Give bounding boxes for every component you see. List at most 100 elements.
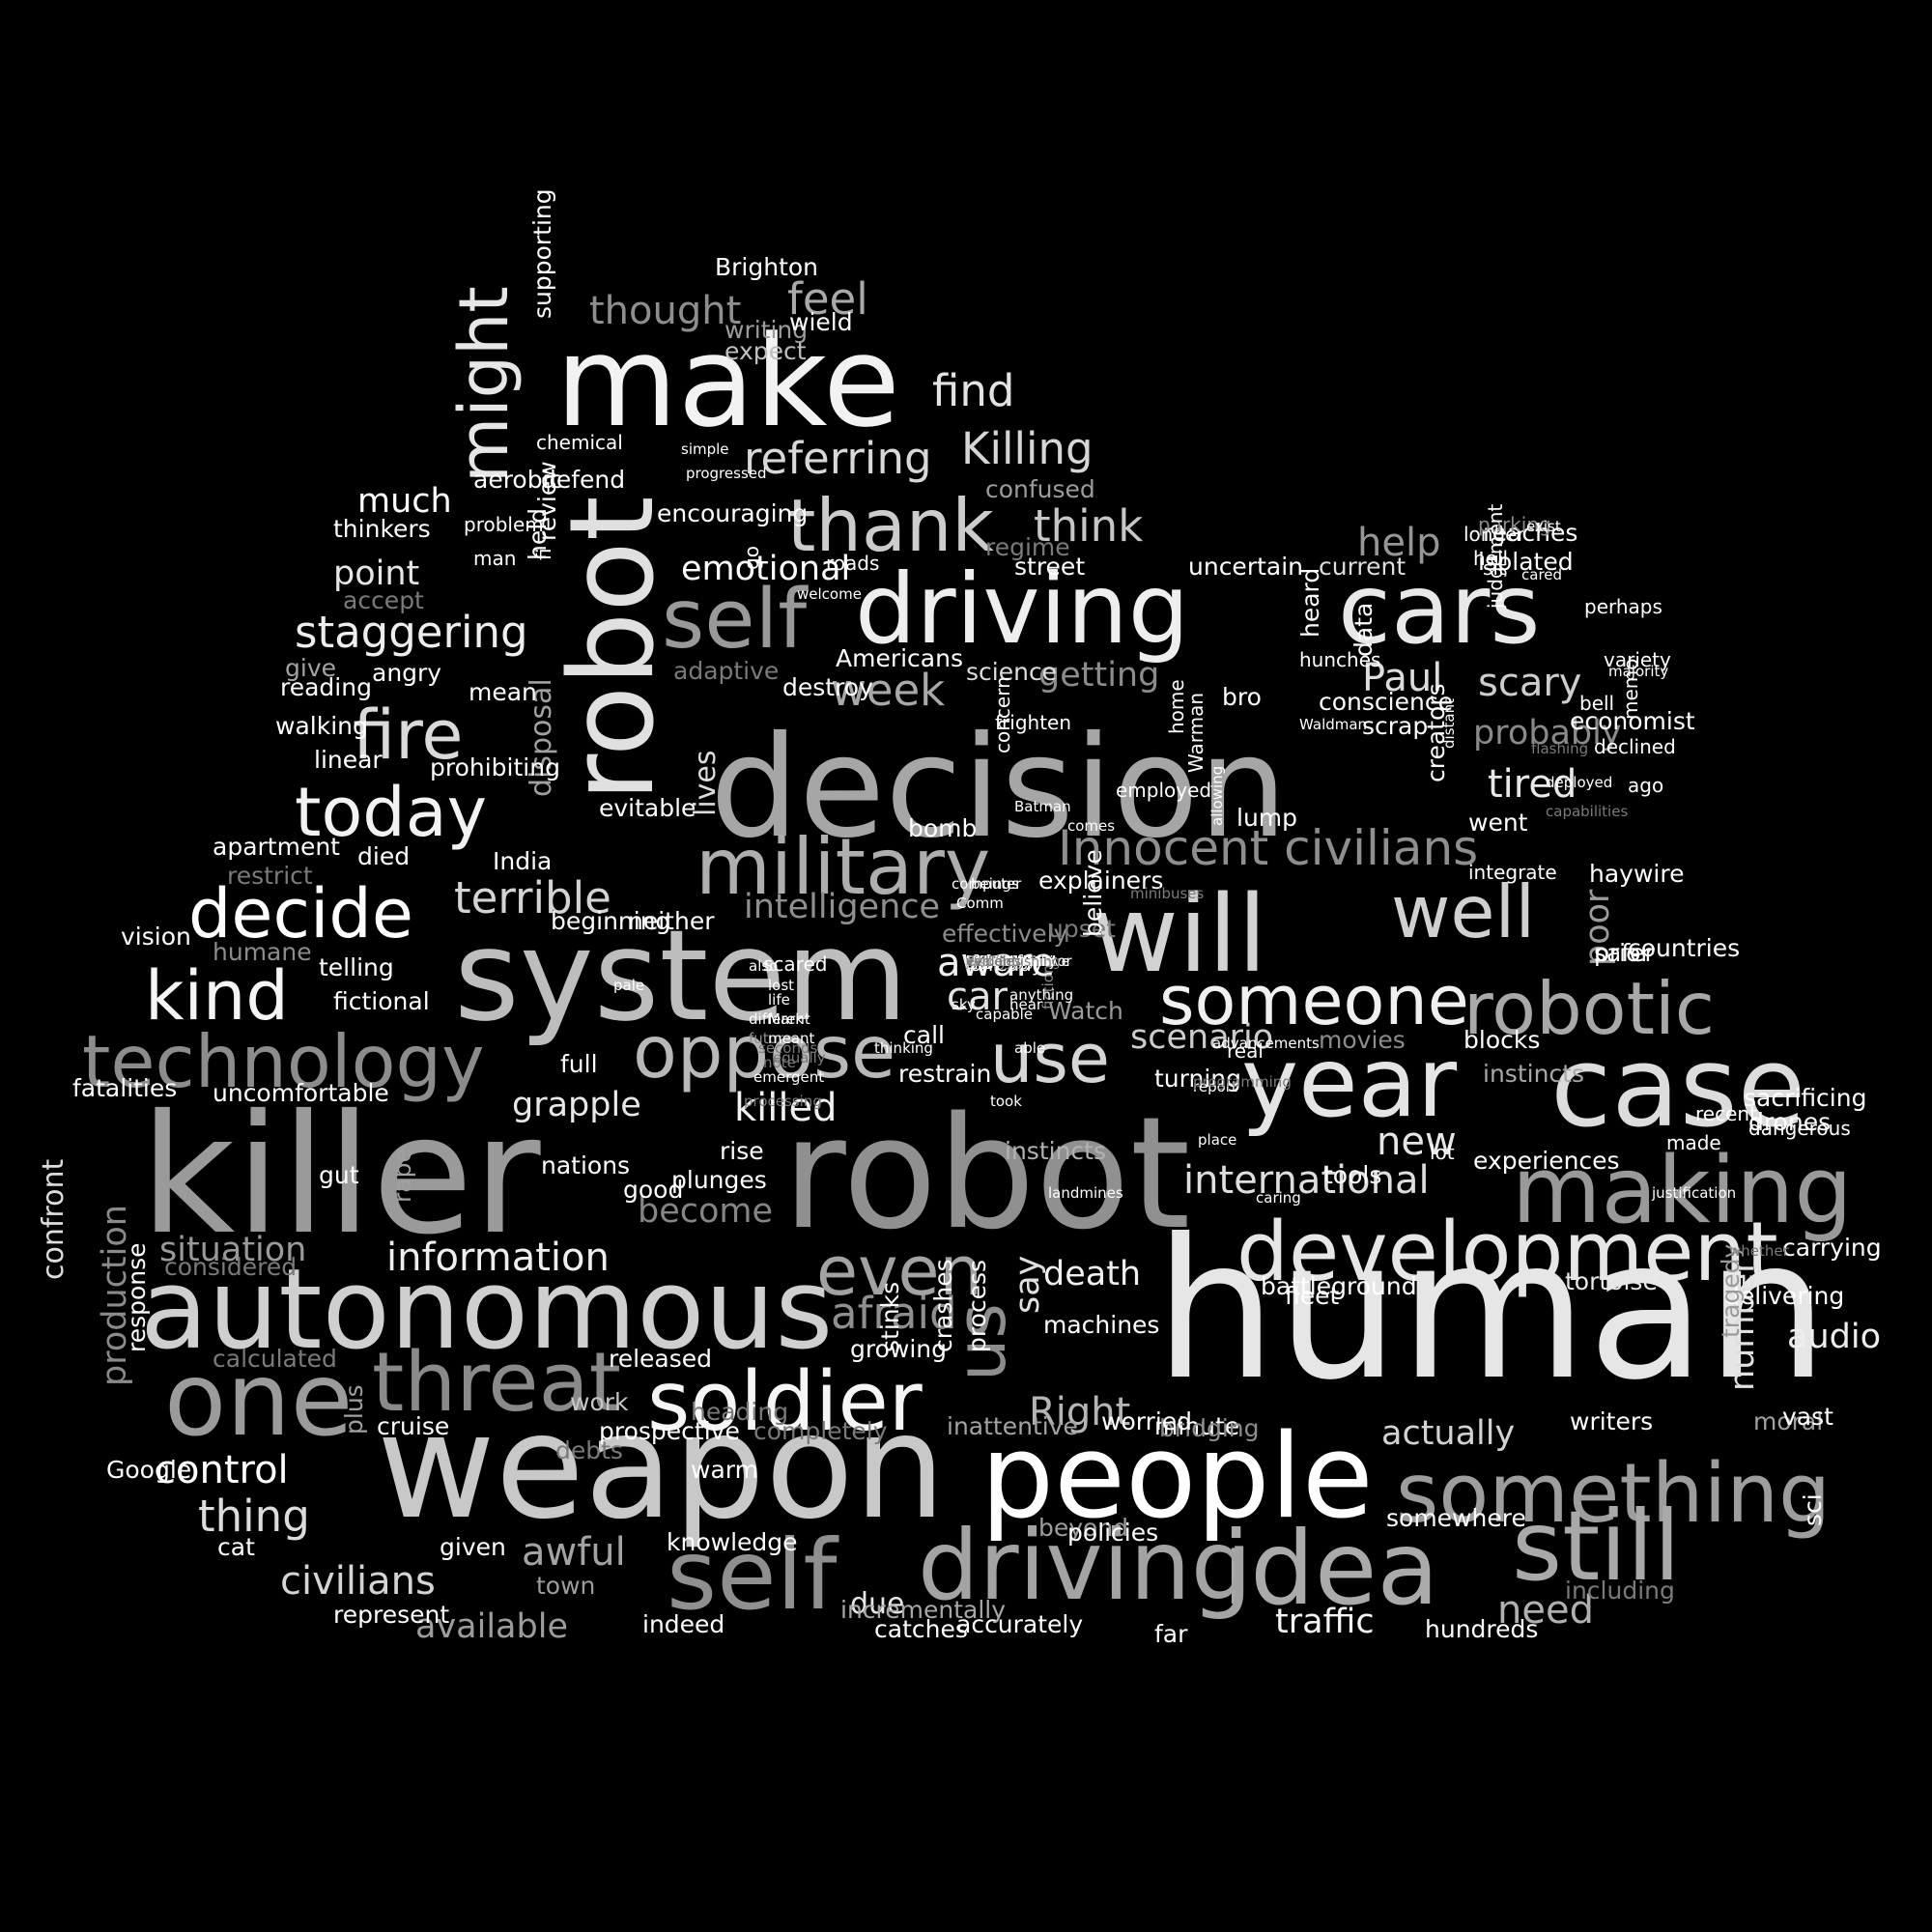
- word-moment: moment: [966, 954, 1023, 970]
- word-scenario: scenario: [1130, 1018, 1273, 1057]
- word-terrible: terrible: [454, 872, 611, 923]
- word-itunes: iTunes: [966, 954, 1009, 970]
- word-thing: thing: [198, 1491, 310, 1542]
- word-chemical: chemical: [536, 431, 623, 454]
- word-review: review: [533, 461, 561, 541]
- word-getting: getting: [1038, 656, 1159, 695]
- word-sacrificing: sacrificing: [1744, 1084, 1866, 1112]
- word-much: much: [357, 482, 452, 521]
- word-integrate: integrate: [1468, 861, 1557, 884]
- word-minibuses: minibuses: [1130, 885, 1205, 902]
- word-sit: sit: [1483, 556, 1506, 580]
- word-rise: rise: [720, 1137, 764, 1165]
- word-report: report: [1193, 1078, 1237, 1095]
- word-say: say: [1009, 1256, 1047, 1314]
- word-gut: gut: [319, 1161, 359, 1189]
- word-still: still: [1512, 1490, 1681, 1603]
- word-make: make: [555, 308, 900, 455]
- word-held: held: [524, 508, 552, 560]
- word-cat: cat: [217, 1533, 255, 1561]
- word-defend: defend: [541, 466, 625, 494]
- word-military: military: [696, 822, 990, 912]
- word-disposal: disposal: [525, 678, 558, 797]
- word-see: see: [966, 954, 990, 970]
- word-processing: processing: [744, 1093, 822, 1110]
- word-capabilities: capabilities: [1546, 803, 1628, 820]
- word-angry: angry: [372, 659, 441, 687]
- word-help: help: [1357, 521, 1440, 565]
- word-progressed: progressed: [686, 465, 767, 482]
- word-catches: catches: [874, 1615, 968, 1643]
- word-well: well: [1391, 869, 1535, 954]
- word-response: response: [123, 1242, 151, 1352]
- word-emotional: emotional: [681, 550, 850, 588]
- word-minute: minute: [1154, 1412, 1239, 1440]
- word-mean: mean: [469, 678, 537, 706]
- word-concern: concern: [991, 676, 1014, 753]
- word-feel: feel: [787, 273, 868, 325]
- word-recent: recent: [1695, 1102, 1757, 1125]
- word-senses: senses: [966, 954, 1012, 970]
- word-case: case: [1550, 1023, 1805, 1152]
- word-human: human: [1154, 1198, 1829, 1423]
- word-instincts: instincts: [1005, 1137, 1106, 1165]
- word-countries: countries: [1628, 934, 1740, 962]
- word-think: think: [1034, 500, 1143, 552]
- word-sky: sky: [952, 996, 976, 1013]
- word-vehicles: vehicles: [966, 954, 1021, 970]
- word-delivering: delivering: [1724, 1282, 1844, 1310]
- word-parking: parking: [1478, 513, 1551, 536]
- word-us: us: [942, 1303, 1021, 1381]
- word-ignore: ignore: [966, 954, 1009, 970]
- word-town: town: [536, 1572, 595, 1600]
- word-dangerous: dangerous: [1748, 1117, 1851, 1140]
- word-jacket: jacket: [965, 954, 1007, 970]
- word-flashing: flashing: [1531, 740, 1588, 757]
- word-lot: lot: [1430, 1141, 1455, 1164]
- word-meant: meant: [768, 1030, 815, 1047]
- word-neither: neither: [628, 907, 715, 935]
- word-today: today: [295, 773, 487, 852]
- word-weapon: weapon: [377, 1383, 946, 1551]
- word-prospective: prospective: [599, 1417, 740, 1445]
- word-intelligence: intelligence: [744, 888, 940, 926]
- word-fatalities: fatalities: [72, 1074, 177, 1102]
- word-computer: computer: [952, 875, 1022, 893]
- word-lives: lives: [689, 750, 723, 816]
- word-anything: anything: [1009, 986, 1073, 1004]
- word-time: time: [966, 954, 997, 970]
- word-represent: represent: [333, 1601, 449, 1629]
- word-haywire: haywire: [1589, 860, 1684, 888]
- word-guide: guide: [966, 954, 1004, 970]
- word-experiences: experiences: [1473, 1147, 1620, 1175]
- word-effectively: effectively: [942, 920, 1068, 948]
- word-roads: roads: [826, 552, 879, 575]
- word-comes: comes: [1067, 817, 1115, 835]
- word-cared: cared: [1521, 566, 1562, 583]
- word-heard: heard: [1296, 568, 1324, 638]
- word-audio: audio: [1787, 1318, 1881, 1356]
- word-graded: graded: [966, 954, 1014, 970]
- word-hell: hell: [1473, 547, 1508, 570]
- word-machines: machines: [1043, 1311, 1159, 1339]
- word-sophisticated: sophisticated: [966, 954, 1056, 970]
- word-lost: lost: [768, 977, 794, 994]
- word-bomb: bomb: [908, 814, 977, 842]
- word-current: current: [1319, 553, 1406, 581]
- word-inattentive: inattentive: [947, 1412, 1078, 1440]
- word-become: become: [638, 1192, 773, 1231]
- word-around: around: [966, 954, 1013, 970]
- word-life: life: [768, 991, 790, 1009]
- word-cliff: Cliff: [966, 954, 993, 970]
- word-took: took: [990, 1093, 1022, 1110]
- word-something: something: [1396, 1446, 1831, 1542]
- word-fleet: fleet: [1285, 1282, 1340, 1310]
- word-bridging: bridging: [1159, 1414, 1260, 1442]
- word-heading: heading: [691, 1398, 788, 1426]
- word-fi: fi: [532, 548, 555, 560]
- word-work: work: [570, 1388, 629, 1416]
- word-apartment: apartment: [213, 833, 340, 861]
- word-movies: movies: [1319, 1026, 1406, 1054]
- word-writing: writing: [724, 316, 808, 344]
- word-awful: awful: [522, 1530, 626, 1575]
